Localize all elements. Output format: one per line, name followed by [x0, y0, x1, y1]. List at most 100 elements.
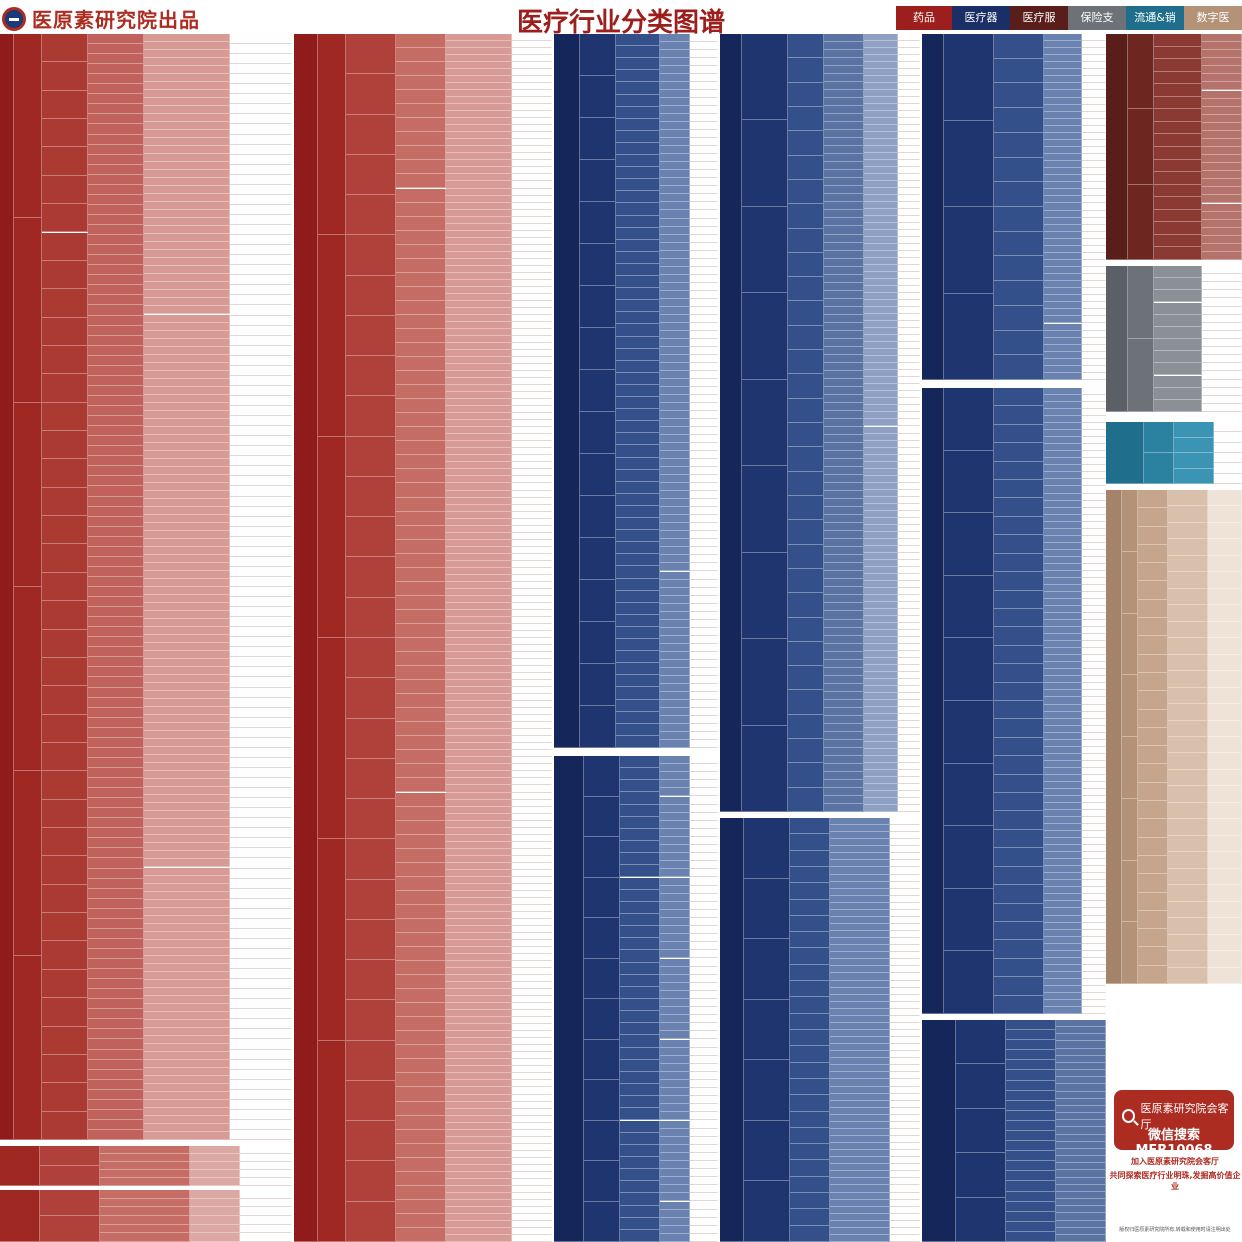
- category-cell: [1154, 375, 1202, 388]
- category-cell: [690, 1055, 718, 1064]
- category-cell: [88, 375, 144, 386]
- category-cell: [230, 456, 292, 467]
- category-cell: [660, 659, 690, 668]
- category-cell: [446, 76, 512, 84]
- category-cell: [1044, 852, 1082, 860]
- category-cell: [1044, 549, 1082, 557]
- category-cell: [788, 106, 824, 132]
- category-cell: [100, 1170, 190, 1178]
- category-cell: [396, 1017, 446, 1032]
- category-cell: [446, 364, 512, 372]
- category-cell: [144, 651, 230, 660]
- category-cell: [824, 402, 864, 411]
- category-cell: [824, 795, 864, 804]
- category-cell: [744, 818, 790, 879]
- category-cell: [1006, 1201, 1056, 1212]
- category-cell: [690, 467, 718, 476]
- category-cell: [790, 1062, 830, 1079]
- category-cell: [830, 1150, 890, 1158]
- category-cell: [1044, 365, 1082, 373]
- category-cell: [864, 615, 898, 623]
- promo-box[interactable]: 医原素研究院会客厅 微信搜索MER10068: [1114, 1090, 1234, 1158]
- category-cell: [1044, 337, 1082, 345]
- category-cell: [512, 961, 552, 969]
- category-cell: [864, 566, 898, 574]
- device-panel-2: [554, 756, 718, 1242]
- category-cell: [890, 980, 920, 988]
- category-cell: [446, 307, 512, 315]
- category-cell: [864, 664, 898, 672]
- category-cell: [512, 153, 552, 161]
- category-cell: [1144, 422, 1174, 453]
- category-cell: [512, 483, 552, 491]
- category-cell: [144, 1067, 230, 1076]
- category-cell: [690, 595, 718, 604]
- category-cell: [396, 553, 446, 568]
- category-cell: [512, 1157, 552, 1165]
- category-cell: [1082, 838, 1106, 846]
- category-cell: [864, 727, 898, 735]
- category-cell: [864, 685, 898, 693]
- category-cell: [240, 1170, 292, 1178]
- category-cell: [396, 567, 446, 582]
- category-cell: [446, 701, 512, 709]
- category-cell: [1082, 90, 1106, 98]
- category-cell: [1154, 147, 1202, 160]
- category-cell: [1202, 130, 1242, 139]
- category-cell: [230, 818, 292, 829]
- category-cell: [230, 164, 292, 175]
- category-cell: [824, 491, 864, 500]
- category-cell: [446, 518, 512, 526]
- drug-small-panel-2: [0, 1190, 292, 1242]
- category-cell: [898, 384, 920, 392]
- category-cell: [890, 909, 920, 917]
- category-cell: [1154, 172, 1202, 185]
- category-cell: [1202, 66, 1242, 75]
- category-cell: [512, 223, 552, 231]
- category-cell: [690, 603, 718, 612]
- category-cell: [660, 950, 690, 959]
- category-cell: [1202, 379, 1242, 388]
- category-cell: [1106, 422, 1144, 484]
- drug-chemical-panel: [0, 34, 292, 1140]
- category-cell: [446, 90, 512, 98]
- category-cell: [1122, 922, 1138, 984]
- category-cell: [230, 184, 292, 195]
- category-cell: [616, 324, 660, 337]
- category-cell: [890, 1107, 920, 1115]
- category-cell: [1202, 266, 1242, 275]
- category-cell: [660, 186, 690, 195]
- category-cell: [944, 513, 994, 576]
- category-cell: [446, 862, 512, 870]
- category-cell: [144, 627, 230, 636]
- category-cell: [512, 307, 552, 315]
- category-cell: [42, 147, 88, 176]
- category-cell: [660, 942, 690, 951]
- category-cell: [1044, 104, 1082, 112]
- category-cell: [864, 552, 898, 560]
- category-cell: [512, 518, 552, 526]
- category-cell: [512, 792, 552, 800]
- category-cell: [690, 950, 718, 959]
- category-cell: [100, 1178, 190, 1186]
- category-cell: [660, 1088, 690, 1097]
- category-cell: [616, 46, 660, 59]
- category-cell: [1082, 302, 1106, 310]
- category-cell: [580, 160, 616, 202]
- category-cell: [620, 1023, 660, 1036]
- category-cell: [512, 399, 552, 407]
- category-cell: [144, 771, 230, 780]
- category-cell: [616, 312, 660, 325]
- category-cell: [790, 899, 830, 916]
- category-cell: [512, 701, 552, 709]
- category-cell: [864, 370, 898, 378]
- category-cell: [1044, 330, 1082, 338]
- category-cell: [1214, 453, 1242, 464]
- category-cell: [512, 279, 552, 287]
- category-cell: [512, 1171, 552, 1179]
- category-cell: [830, 867, 890, 875]
- category-cell: [824, 803, 864, 812]
- category-cell: [660, 58, 690, 67]
- category-cell: [890, 973, 920, 981]
- category-cell: [660, 290, 690, 299]
